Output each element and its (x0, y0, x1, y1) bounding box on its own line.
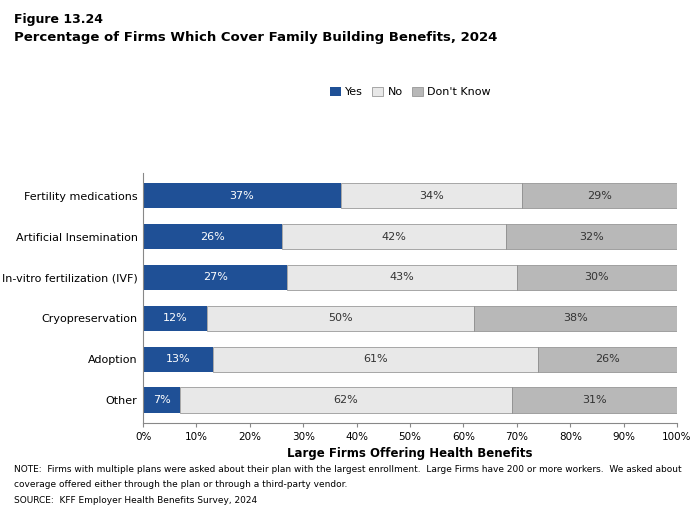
Bar (517, 265, 677, 290)
Text: Figure 13.24: Figure 13.24 (14, 13, 103, 26)
Text: 13%: 13% (165, 354, 190, 364)
Text: 7%: 7% (153, 395, 170, 405)
Text: SOURCE:  KFF Employer Health Benefits Survey, 2024: SOURCE: KFF Employer Health Benefits Sur… (14, 496, 257, 505)
Text: 26%: 26% (200, 232, 225, 242)
X-axis label: Large Firms Offering Health Benefits: Large Firms Offering Health Benefits (288, 447, 533, 460)
Bar (512, 387, 677, 413)
Bar (288, 265, 517, 290)
Text: 38%: 38% (563, 313, 588, 323)
Text: 43%: 43% (389, 272, 415, 282)
Bar (207, 306, 474, 331)
Text: 50%: 50% (328, 313, 353, 323)
Legend: Yes, No, Don't Know: Yes, No, Don't Know (330, 87, 491, 97)
Text: coverage offered either through the plan or through a third-party vendor.: coverage offered either through the plan… (14, 480, 348, 489)
Bar (143, 183, 341, 208)
Text: 61%: 61% (363, 354, 387, 364)
Bar (143, 346, 212, 372)
Text: 62%: 62% (334, 395, 358, 405)
Bar (506, 224, 677, 249)
Text: 42%: 42% (382, 232, 406, 242)
Text: 34%: 34% (419, 191, 444, 201)
Bar (538, 346, 677, 372)
Bar (143, 387, 181, 413)
Bar (181, 387, 512, 413)
Text: 37%: 37% (230, 191, 254, 201)
Bar (143, 306, 207, 331)
Text: 27%: 27% (202, 272, 228, 282)
Text: Percentage of Firms Which Cover Family Building Benefits, 2024: Percentage of Firms Which Cover Family B… (14, 32, 498, 45)
Text: 12%: 12% (163, 313, 188, 323)
Bar (143, 265, 288, 290)
Text: NOTE:  Firms with multiple plans were asked about their plan with the largest en: NOTE: Firms with multiple plans were ask… (14, 465, 681, 474)
Text: 32%: 32% (579, 232, 604, 242)
Bar (212, 346, 538, 372)
Bar (341, 183, 522, 208)
Text: 29%: 29% (587, 191, 612, 201)
Text: 30%: 30% (585, 272, 609, 282)
Text: 26%: 26% (595, 354, 620, 364)
Bar (143, 224, 282, 249)
Bar (474, 306, 677, 331)
Text: 31%: 31% (582, 395, 607, 405)
Bar (522, 183, 677, 208)
Bar (282, 224, 506, 249)
